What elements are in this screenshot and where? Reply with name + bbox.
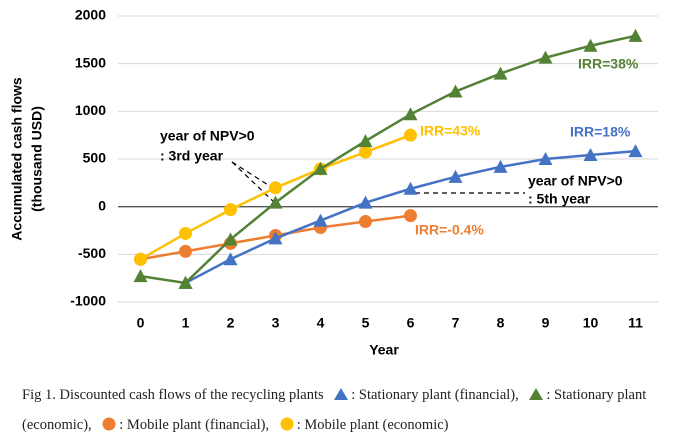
point-marker — [268, 231, 283, 245]
legend-symbol — [334, 388, 349, 400]
annotation: : 3rd year — [160, 148, 224, 164]
point-marker — [313, 161, 328, 175]
y-tick-label: 2000 — [75, 7, 106, 23]
point-marker — [403, 181, 418, 195]
legend-marker — [102, 417, 116, 431]
legend-symbol — [102, 417, 116, 431]
grid — [118, 15, 658, 303]
annotation: year of NPV>0 — [160, 128, 255, 144]
legend-marker — [334, 388, 349, 400]
legend-symbol — [529, 388, 544, 400]
legend-label: : Mobile plant (economic) — [296, 417, 449, 433]
point-marker — [179, 226, 192, 240]
point-marker — [223, 252, 238, 266]
point-marker — [538, 50, 553, 64]
y-axis-title: Accumulated cash flows — [9, 77, 25, 241]
point-marker — [134, 252, 147, 266]
point-marker — [358, 134, 373, 148]
point-marker — [448, 84, 463, 98]
leader-line — [231, 161, 277, 205]
annotation: IRR=38% — [578, 56, 639, 72]
point-marker — [268, 195, 283, 209]
annotation: : 5th year — [528, 191, 591, 207]
legend-symbol — [280, 417, 294, 431]
y-tick-label: 500 — [83, 150, 107, 166]
legend-label: : Stationary plant (economic), — [22, 387, 647, 433]
x-tick-label: 7 — [452, 315, 460, 331]
y-tick-label: 1000 — [75, 102, 106, 118]
point-marker — [628, 28, 643, 42]
x-axis-title: Year — [369, 342, 399, 358]
point-marker — [179, 244, 192, 258]
series-line — [140, 34, 636, 285]
point-marker — [583, 38, 598, 52]
data — [133, 28, 643, 289]
annotation: IRR=18% — [570, 124, 631, 140]
point-marker — [493, 159, 508, 173]
point-marker — [628, 144, 643, 158]
chart: -1000 -500 0 500 1000 1500 2000 0 1 2 3 4 5 6 7 8 9 10 11 Y… — [9, 7, 658, 358]
x-tick-label: 5 — [362, 315, 370, 331]
annotation: IRR=-0.4% — [415, 222, 484, 238]
labels: -1000 -500 0 500 1000 1500 2000 0 1 2 3 4 5 6 7 8 9 10 11 Y… — [9, 7, 643, 358]
x-tick-label: 6 — [407, 315, 415, 331]
x-tick-label: 10 — [583, 315, 599, 331]
point-marker — [538, 152, 553, 165]
y-tick-label: 1500 — [75, 54, 106, 70]
y-axis-title: (thousand USD) — [29, 106, 45, 212]
point-marker — [583, 147, 598, 161]
x-tick-label: 2 — [227, 315, 235, 331]
point-marker — [313, 213, 328, 227]
x-tick-label: 3 — [272, 315, 280, 331]
point-marker — [269, 181, 282, 195]
caption-text: Fig 1. Discounted cash flows of the recy… — [22, 387, 324, 403]
point-marker — [404, 128, 417, 142]
legend-marker — [529, 388, 544, 400]
point-marker — [493, 66, 508, 80]
x-tick-label: 1 — [182, 315, 190, 331]
point-marker — [178, 275, 193, 289]
point-marker — [133, 269, 148, 283]
y-tick-label: -500 — [78, 245, 106, 261]
point-marker — [403, 107, 418, 121]
legend-marker — [280, 417, 294, 431]
x-tick-label: 4 — [317, 315, 325, 331]
x-tick-label: 11 — [628, 315, 643, 331]
point-marker — [404, 209, 417, 223]
annotation-leaders — [231, 161, 525, 205]
legend-label: : Stationary plant (financial), — [351, 387, 519, 403]
point-marker — [224, 203, 237, 217]
x-tick-label: 0 — [137, 315, 145, 331]
point-marker — [223, 232, 238, 246]
point-marker — [359, 215, 372, 229]
x-tick-label: 9 — [542, 315, 550, 331]
point-marker — [359, 145, 372, 159]
y-tick-label: -1000 — [70, 293, 106, 309]
annotation: IRR=43% — [420, 123, 481, 139]
point-marker — [448, 169, 463, 183]
legend-label: : Mobile plant (financial), — [119, 417, 270, 433]
caption: Fig 1. Discounted cash flows of the recy… — [22, 380, 672, 440]
annotation: year of NPV>0 — [528, 173, 623, 189]
point-marker — [358, 195, 373, 209]
y-tick-label: 0 — [98, 197, 106, 213]
x-tick-label: 8 — [497, 315, 505, 331]
